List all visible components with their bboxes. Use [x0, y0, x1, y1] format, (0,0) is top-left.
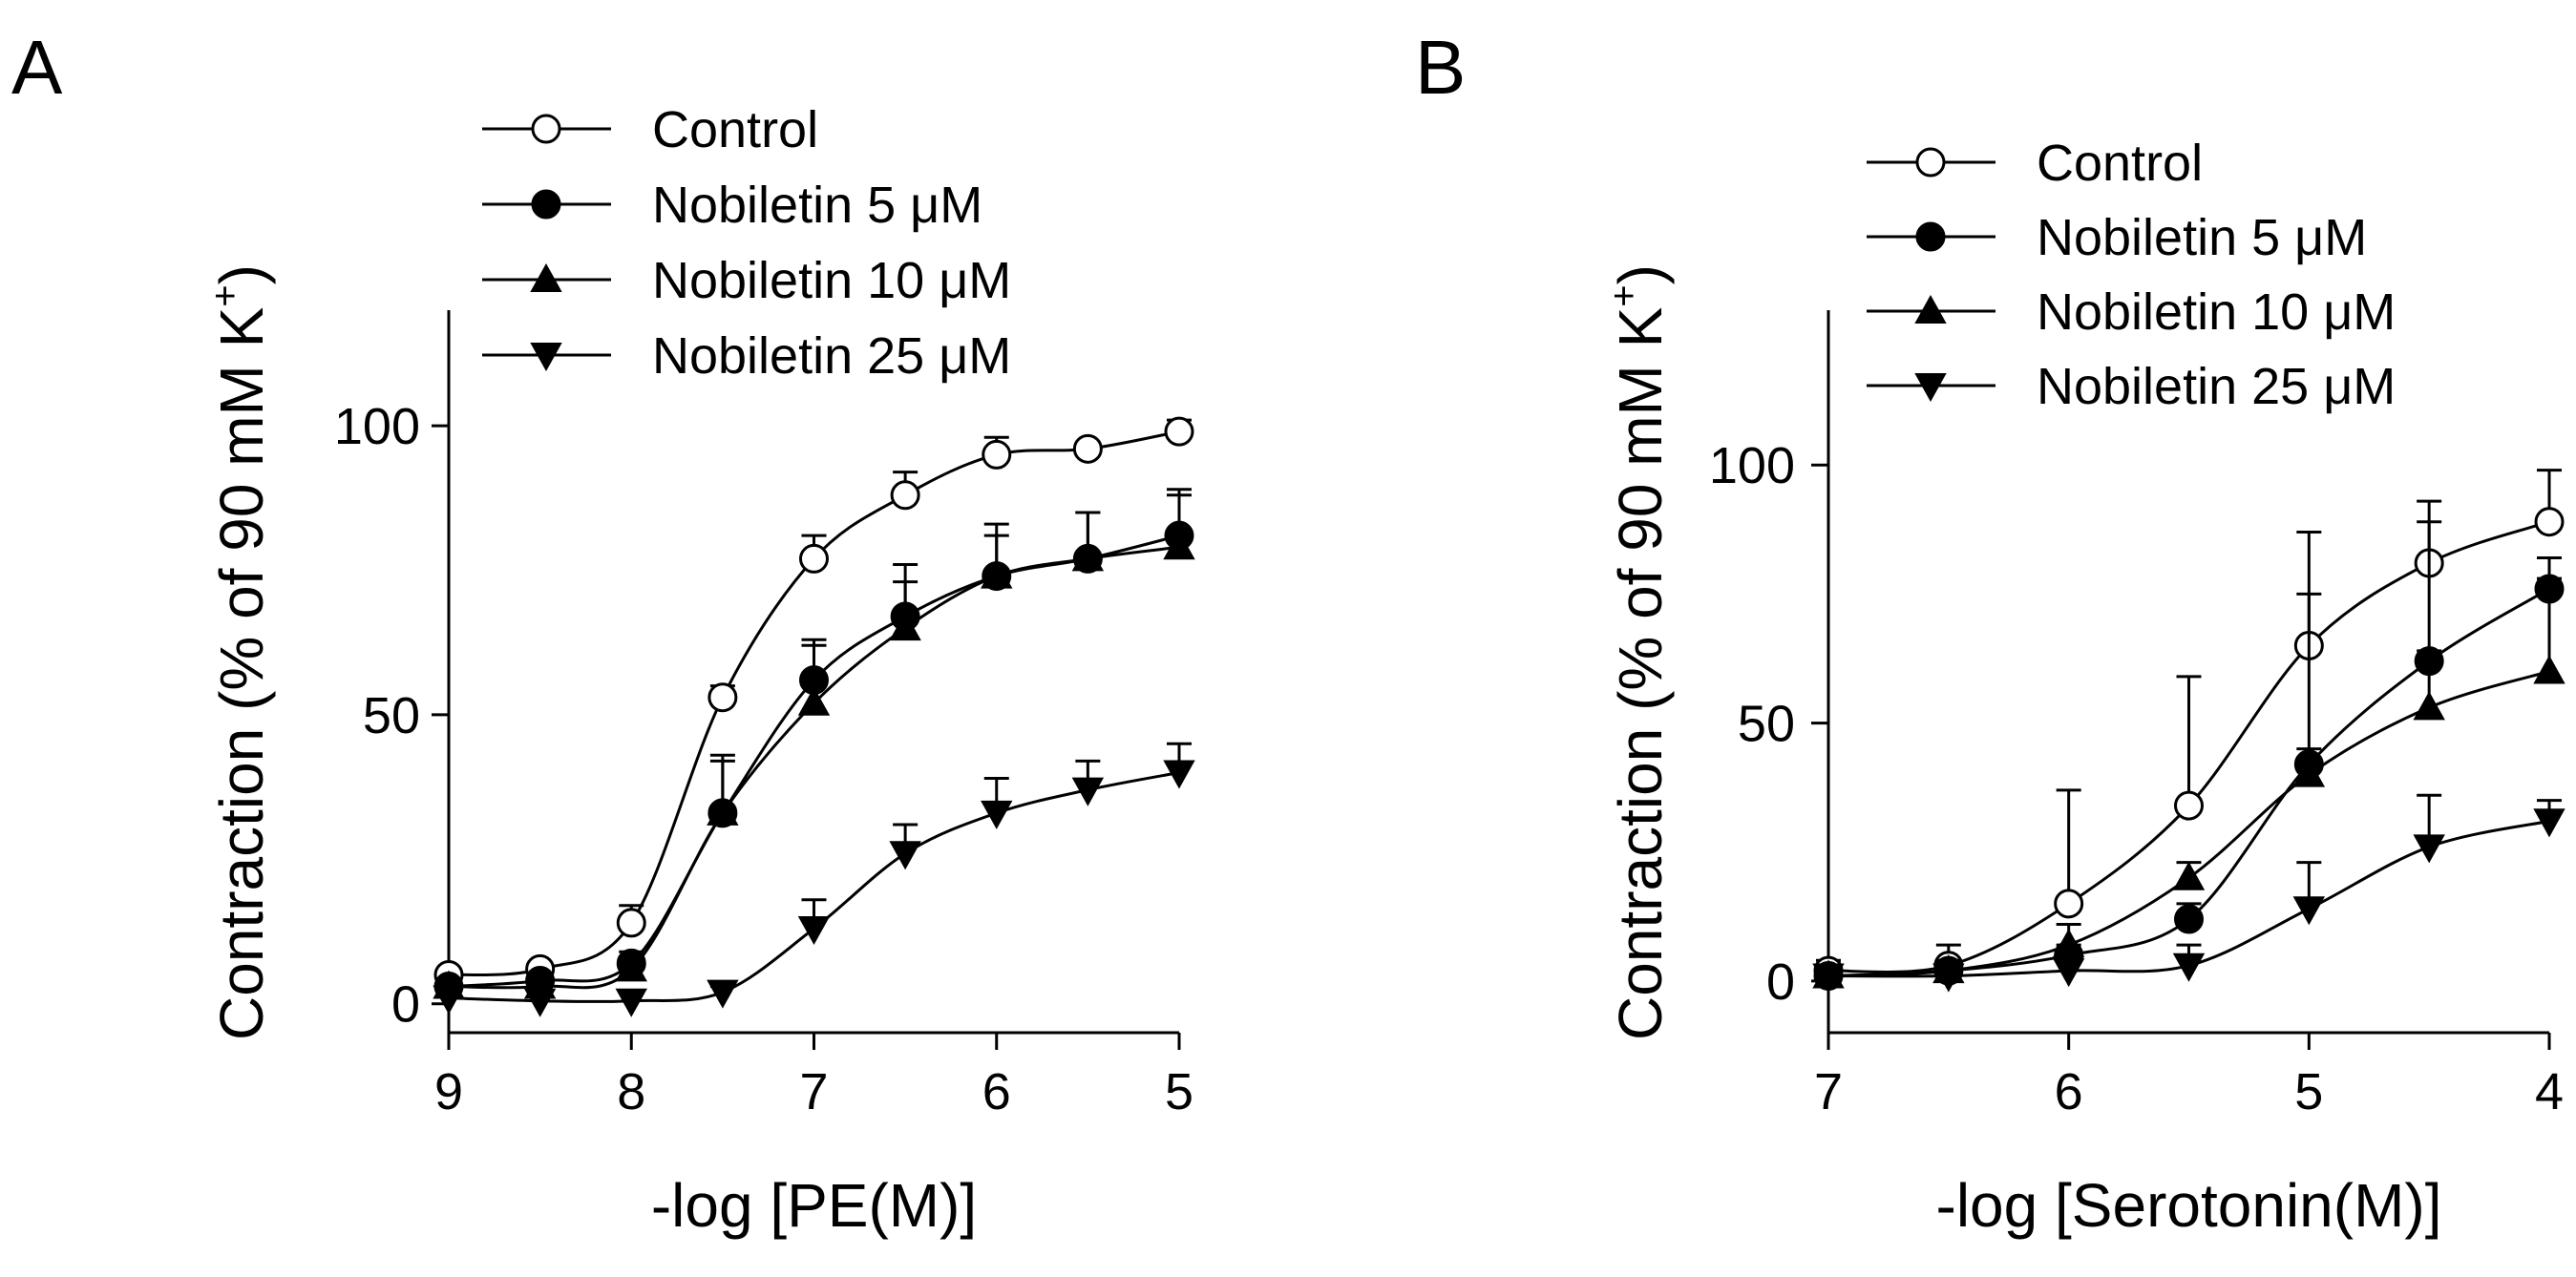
x-tick-label: 7 — [1814, 1063, 1843, 1120]
data-point — [889, 612, 921, 641]
data-point — [616, 908, 646, 938]
data-point — [799, 543, 829, 574]
data-point — [2172, 953, 2206, 982]
data-point — [2174, 904, 2204, 934]
x-tick-label: 4 — [2535, 1063, 2564, 1120]
legend-label: Nobiletin 25 μM — [2037, 358, 2396, 415]
data-point — [707, 979, 739, 1009]
legend-marker — [530, 262, 562, 292]
data-point — [981, 800, 1013, 829]
data-point — [523, 988, 557, 1017]
data-point — [2533, 655, 2565, 684]
x-axis-label: -log [PE(M)] — [651, 1171, 977, 1240]
data-point — [1071, 777, 1105, 806]
x-tick-label: 5 — [2294, 1063, 2323, 1120]
data-point — [2292, 896, 2326, 926]
legend-label: Nobiletin 10 μM — [2037, 283, 2396, 341]
x-tick-label: 5 — [1165, 1063, 1193, 1120]
data-point — [1812, 963, 1845, 993]
y-axis-label: Contraction (% of 90 mM K+) — [1603, 264, 1675, 1040]
panel-b-letter: B — [1415, 25, 1466, 110]
x-tick-label: 6 — [982, 1063, 1011, 1120]
data-point — [433, 985, 465, 1015]
legend-label: Nobiletin 25 μM — [652, 327, 1011, 385]
data-point — [2174, 790, 2204, 821]
y-tick-label: 100 — [1709, 437, 1795, 494]
y-tick-label: 0 — [1766, 953, 1795, 1011]
legend-label: Control — [2037, 135, 2203, 192]
data-point — [797, 915, 831, 946]
y-tick-label: 0 — [391, 976, 420, 1034]
data-point — [615, 953, 647, 982]
data-point — [797, 686, 831, 716]
legend-marker — [531, 189, 561, 220]
data-point — [981, 559, 1013, 589]
legend-label: Nobiletin 5 μM — [652, 177, 982, 234]
data-point — [2052, 958, 2085, 988]
data-point — [1164, 416, 1194, 447]
data-point — [707, 682, 738, 713]
data-point — [889, 841, 921, 870]
x-axis-label: -log [Serotonin(M)] — [1936, 1171, 2442, 1240]
legend-marker — [1915, 147, 1946, 178]
series-line — [448, 771, 1180, 1003]
data-point — [1163, 531, 1195, 560]
legend-label: Nobiletin 5 μM — [2037, 209, 2367, 266]
legend-label: Nobiletin 10 μM — [652, 252, 1011, 309]
data-point — [2533, 808, 2565, 838]
legend-label: Control — [652, 101, 818, 158]
series-3 — [1812, 793, 2565, 993]
legend: Control Nobiletin 5 μM Nobiletin 10 μM Nobi… — [1867, 135, 2396, 415]
data-point — [2172, 861, 2206, 890]
y-tick-label: 50 — [1738, 696, 1795, 753]
data-point — [1072, 433, 1103, 464]
legend-marker — [530, 343, 562, 372]
data-point — [2413, 834, 2445, 864]
legend-marker — [1915, 221, 1946, 252]
x-tick-label: 8 — [617, 1063, 645, 1120]
x-tick-label: 7 — [799, 1063, 828, 1120]
y-tick-label: 100 — [334, 398, 420, 455]
data-point — [2413, 691, 2445, 721]
data-point — [707, 796, 739, 826]
data-point — [1071, 542, 1105, 572]
legend-marker — [1914, 373, 1947, 403]
panel-a-letter: A — [11, 25, 63, 110]
data-point — [615, 988, 647, 1017]
y-axis-label: Contraction (% of 90 mM K+) — [204, 264, 276, 1040]
data-point — [2292, 758, 2326, 787]
y-tick-label: 50 — [363, 687, 420, 744]
data-point — [1932, 963, 1965, 993]
x-tick-label: 9 — [434, 1063, 463, 1120]
series-3 — [433, 742, 1195, 1017]
data-point — [982, 439, 1012, 470]
data-point — [890, 480, 920, 511]
data-point — [2534, 507, 2565, 537]
series-line — [448, 429, 1180, 976]
data-point — [2054, 889, 2084, 919]
legend-marker — [531, 114, 561, 144]
legend-marker — [1914, 294, 1947, 324]
x-tick-label: 6 — [2055, 1063, 2083, 1120]
data-point — [1163, 760, 1195, 789]
legend: Control Nobiletin 5 μM Nobiletin 10 μM Nobi… — [482, 101, 1011, 385]
chart-b: 7 6 5 4 0 50 100 -log [Serotonin(M)] Contraction… — [1603, 135, 2565, 1240]
